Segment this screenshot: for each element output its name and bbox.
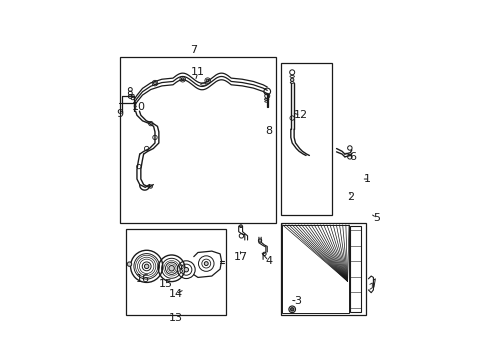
Text: 6: 6 [349, 152, 356, 162]
Circle shape [168, 266, 174, 271]
Circle shape [239, 225, 242, 228]
Text: 4: 4 [264, 256, 272, 266]
Text: 2: 2 [346, 192, 354, 202]
Bar [349, 226, 360, 312]
Text: 17: 17 [233, 252, 247, 262]
Circle shape [127, 262, 131, 266]
Circle shape [288, 306, 295, 312]
Text: 9: 9 [116, 109, 123, 119]
Circle shape [183, 267, 188, 272]
Bar [281, 223, 365, 315]
Text: 15: 15 [159, 279, 173, 289]
Circle shape [204, 262, 208, 266]
Text: 7: 7 [190, 45, 197, 55]
Text: 14: 14 [168, 289, 183, 299]
Bar [281, 63, 332, 215]
Text: 10: 10 [132, 102, 146, 112]
Circle shape [290, 78, 293, 81]
Text: 12: 12 [293, 110, 307, 120]
Bar [125, 229, 225, 315]
Circle shape [206, 79, 208, 82]
Text: 1: 1 [363, 174, 370, 184]
Circle shape [290, 308, 293, 311]
Bar [282, 225, 348, 314]
Text: 3: 3 [294, 296, 301, 306]
Bar [120, 57, 275, 223]
Text: 13: 13 [168, 312, 183, 323]
Text: 8: 8 [264, 126, 272, 135]
Circle shape [153, 82, 156, 85]
Circle shape [144, 264, 148, 269]
Text: 5: 5 [372, 213, 380, 223]
Circle shape [180, 270, 183, 273]
Circle shape [181, 78, 183, 81]
Text: 16: 16 [135, 274, 149, 284]
Text: 11: 11 [190, 67, 204, 77]
